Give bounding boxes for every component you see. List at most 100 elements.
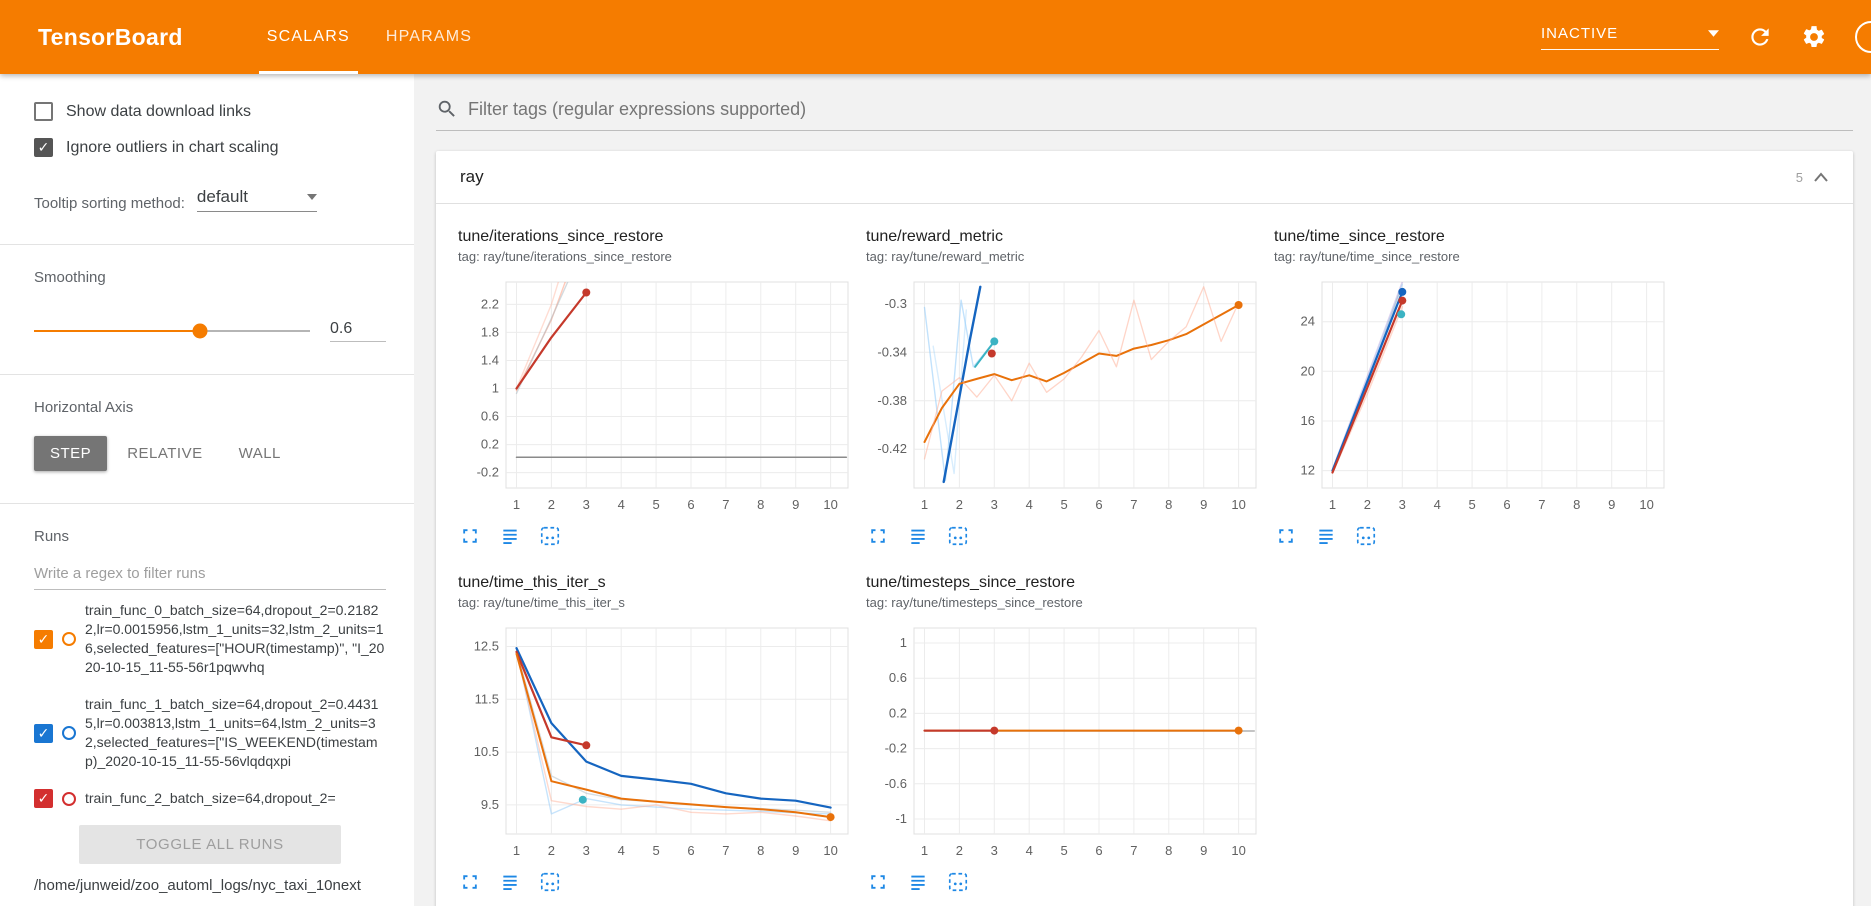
run-toggle-icon[interactable] (498, 524, 522, 548)
chart-toolbar (866, 870, 1262, 894)
run-checkbox[interactable] (34, 789, 53, 808)
run-toggle-icon[interactable] (1314, 524, 1338, 548)
svg-text:0.2: 0.2 (481, 437, 499, 452)
axis-step-button[interactable]: STEP (34, 436, 108, 471)
svg-text:-0.2: -0.2 (885, 741, 907, 756)
fit-domain-icon[interactable] (1354, 524, 1378, 548)
run-item: train_func_1_batch_size=64,dropout_2=0.4… (34, 686, 386, 780)
scalar-line-chart[interactable]: -0.42 -0.38 -0.34 -0.3 1 2 3 4 5 6 7 8 9 10 (866, 274, 1262, 518)
chart-toolbar (866, 524, 1262, 548)
svg-text:2.2: 2.2 (481, 296, 499, 311)
horizontal-axis-buttons: STEP RELATIVE WALL (34, 436, 386, 471)
smoothing-slider-fill (34, 330, 200, 332)
settings-gear-button[interactable] (1801, 24, 1827, 50)
fit-domain-icon[interactable] (946, 870, 970, 894)
svg-text:8: 8 (1165, 497, 1172, 512)
run-color-radio[interactable] (62, 726, 76, 740)
svg-text:4: 4 (1026, 843, 1033, 858)
chart-tag: tag: ray/tune/reward_metric (866, 249, 1025, 264)
fullscreen-icon[interactable] (458, 524, 482, 548)
fullscreen-icon[interactable] (1274, 524, 1298, 548)
tooltip-sorting-select[interactable]: default (196, 187, 317, 212)
run-checkbox[interactable] (34, 629, 53, 649)
chart-card-time-this-iter: tune/time_this_iter_s tag: ray/tune/time… (458, 574, 854, 894)
fullscreen-icon[interactable] (866, 870, 890, 894)
chart-title: tune/time_since_restore (1274, 228, 1445, 245)
fit-domain-icon[interactable] (538, 524, 562, 548)
chart-tag: tag: ray/tune/time_this_iter_s (458, 595, 625, 610)
runs-filter-input[interactable] (34, 565, 386, 582)
svg-text:3: 3 (991, 497, 998, 512)
ray-section-header[interactable]: ray 5 (436, 151, 1853, 204)
scalar-line-chart[interactable]: -0.2 0.2 0.6 1 1.4 1.8 2.2 1 2 3 4 5 6 7 8 9 10 (458, 274, 854, 518)
fullscreen-icon[interactable] (866, 524, 890, 548)
smoothing-slider[interactable] (34, 323, 310, 339)
svg-text:-0.6: -0.6 (885, 776, 907, 791)
run-name[interactable]: train_func_2_batch_size=64,dropout_2= (85, 790, 336, 806)
svg-text:9: 9 (1200, 843, 1207, 858)
svg-text:0.2: 0.2 (889, 705, 907, 720)
smoothing-section: Smoothing (0, 244, 414, 374)
tooltip-sorting-row: Tooltip sorting method: default (34, 187, 386, 212)
tag-filter-row (436, 98, 1853, 131)
svg-text:-0.34: -0.34 (877, 344, 907, 359)
axis-relative-button[interactable]: RELATIVE (127, 445, 203, 462)
log-directory-path: /home/junweid/zoo_automl_logs/nyc_taxi_1… (34, 877, 361, 894)
svg-text:8: 8 (757, 843, 764, 858)
smoothing-value-input[interactable] (330, 320, 386, 342)
main-content: ray 5 tune/iterations_since_restore tag:… (414, 74, 1871, 906)
svg-text:4: 4 (1026, 497, 1033, 512)
chart-card-reward-metric: tune/reward_metric tag: ray/tune/reward_… (866, 228, 1262, 548)
svg-text:6: 6 (1095, 843, 1102, 858)
svg-text:8: 8 (1165, 843, 1172, 858)
svg-text:9: 9 (1608, 497, 1615, 512)
chart-toolbar (1274, 524, 1670, 548)
fullscreen-icon[interactable] (458, 870, 482, 894)
run-color-radio[interactable] (62, 791, 76, 806)
svg-text:0.6: 0.6 (481, 409, 499, 424)
ignore-outliers-checkbox[interactable] (34, 138, 53, 157)
svg-text:3: 3 (1399, 497, 1406, 512)
svg-text:7: 7 (1130, 843, 1137, 858)
smoothing-slider-thumb[interactable] (192, 323, 208, 339)
smoothing-label: Smoothing (34, 269, 106, 286)
show-download-links-checkbox[interactable] (34, 102, 53, 121)
fit-domain-icon[interactable] (946, 524, 970, 548)
run-toggle-icon[interactable] (906, 870, 930, 894)
svg-text:0.6: 0.6 (889, 670, 907, 685)
svg-text:5: 5 (1060, 843, 1067, 858)
refresh-button[interactable] (1747, 24, 1773, 50)
search-icon (436, 98, 458, 120)
scalar-line-chart[interactable]: 9.5 10.5 11.5 12.5 1 2 3 4 5 6 7 8 9 10 (458, 620, 854, 864)
svg-text:10: 10 (1231, 843, 1245, 858)
run-status-select[interactable]: INACTIVE (1541, 25, 1719, 50)
run-toggle-icon[interactable] (498, 870, 522, 894)
run-name[interactable]: train_func_0_batch_size=64,dropout_2=0.2… (85, 602, 385, 675)
svg-text:4: 4 (1434, 497, 1441, 512)
chart-title: tune/iterations_since_restore (458, 228, 664, 245)
scalar-line-chart[interactable]: 12 16 20 24 1 2 3 4 5 6 7 8 9 10 (1274, 274, 1670, 518)
run-checkbox[interactable] (34, 723, 53, 743)
run-color-radio[interactable] (62, 632, 76, 646)
tag-filter-input[interactable] (468, 98, 1853, 120)
fit-domain-icon[interactable] (538, 870, 562, 894)
chart-title: tune/timesteps_since_restore (866, 574, 1075, 591)
section-title: ray (460, 167, 484, 186)
svg-text:-1: -1 (895, 811, 907, 826)
svg-text:6: 6 (1095, 497, 1102, 512)
tooltip-sorting-label: Tooltip sorting method: (34, 195, 185, 212)
scalar-line-chart[interactable]: -1 -0.6 -0.2 0.2 0.6 1 1 2 3 4 5 6 7 8 9 10 (866, 620, 1262, 864)
axis-wall-button[interactable]: WALL (238, 445, 281, 462)
run-toggle-icon[interactable] (906, 524, 930, 548)
svg-text:-0.2: -0.2 (477, 465, 499, 480)
svg-text:10: 10 (1231, 497, 1245, 512)
tab-hparams[interactable]: HPARAMS (385, 28, 473, 45)
toggle-all-runs-button[interactable]: TOGGLE ALL RUNS (79, 825, 341, 864)
nav-tabs: SCALARS HPARAMS (249, 0, 490, 74)
collapse-section-icon[interactable] (1813, 172, 1829, 182)
run-name[interactable]: train_func_1_batch_size=64,dropout_2=0.4… (85, 696, 379, 769)
tab-scalars[interactable]: SCALARS (249, 0, 368, 74)
chevron-down-icon (1708, 29, 1719, 37)
svg-text:1.8: 1.8 (481, 324, 499, 339)
runs-section: Runs train_func_0_batch_size=64,dropout_… (0, 503, 414, 896)
